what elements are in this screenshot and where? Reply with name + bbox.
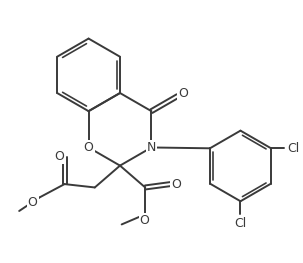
Text: O: O (84, 141, 94, 154)
Text: O: O (54, 150, 64, 163)
Text: O: O (171, 178, 181, 191)
Text: O: O (178, 87, 188, 99)
Text: Cl: Cl (287, 142, 299, 155)
Text: O: O (28, 196, 38, 209)
Text: O: O (140, 214, 149, 227)
Text: Cl: Cl (234, 217, 247, 230)
Text: N: N (147, 141, 156, 154)
